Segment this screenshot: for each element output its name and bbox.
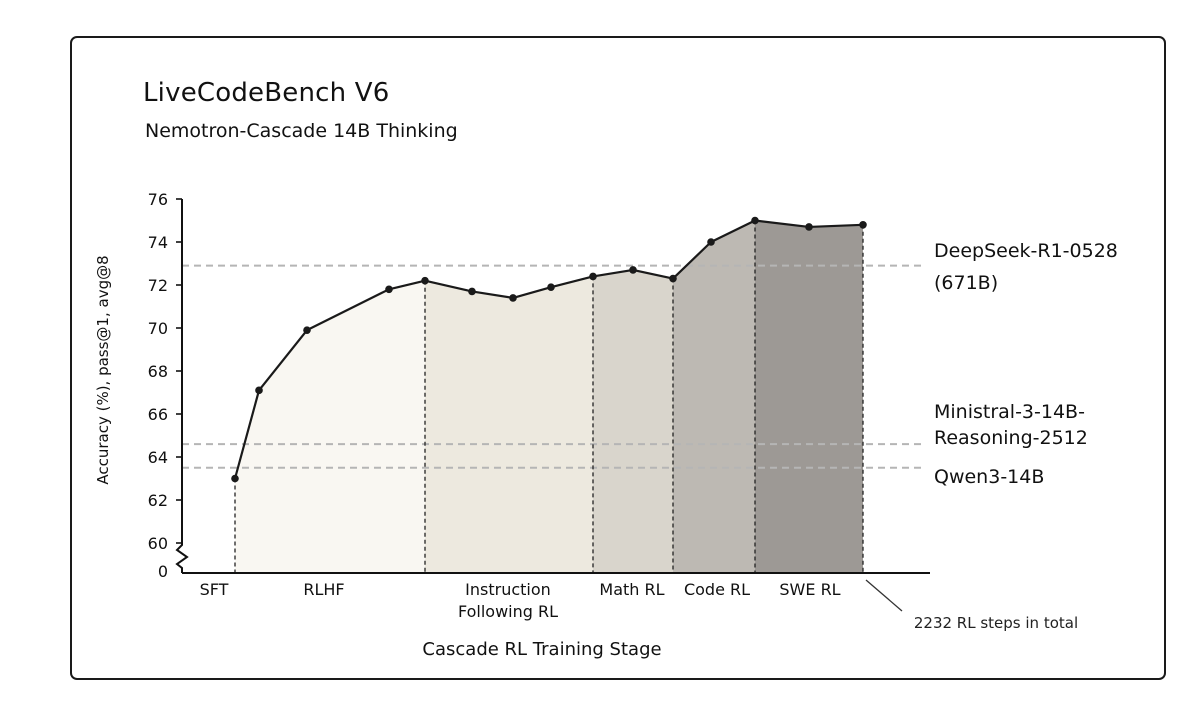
y-tick-label-2: 72 — [148, 276, 168, 295]
data-point-13 — [805, 223, 813, 231]
data-point-5 — [468, 287, 476, 296]
y-axis-title: Accuracy (%), pass@1, avg@8 — [94, 255, 112, 484]
y-tick-label-8: 60 — [148, 534, 168, 553]
data-point-6 — [509, 294, 517, 302]
annotation-text: 2232 RL steps in total — [914, 614, 1078, 632]
stage-label-1-0: RLHF — [303, 580, 344, 599]
reference-label-1-0: Ministral-3-14B- — [934, 401, 1085, 423]
data-point-0 — [231, 474, 239, 483]
data-point-1 — [255, 386, 263, 395]
y-tick-label-0: 76 — [148, 190, 168, 209]
reference-label-0-0: DeepSeek-R1-0528 — [934, 240, 1118, 262]
data-point-2 — [303, 326, 311, 334]
stage-area-5 — [755, 220, 863, 573]
stage-label-3-0: Math RL — [599, 580, 664, 599]
data-point-7 — [547, 283, 555, 291]
stage-area-4 — [673, 220, 755, 573]
reference-label-2-0: Qwen3-14B — [934, 466, 1044, 488]
chart-title: LiveCodeBench V6 — [143, 78, 390, 108]
y-tick-label-9: 0 — [158, 562, 168, 581]
stage-label-2-1: Following RL — [458, 602, 558, 621]
chart-subtitle: Nemotron-Cascade 14B Thinking — [145, 120, 458, 142]
stage-label-4-0: Code RL — [684, 580, 750, 599]
data-point-3 — [385, 285, 393, 294]
y-tick-label-4: 68 — [148, 362, 168, 381]
annotation-leader — [865, 579, 903, 612]
data-point-10 — [669, 274, 677, 283]
y-tick-label-3: 70 — [148, 319, 168, 338]
stage-area-2 — [425, 276, 593, 573]
stage-label-2-0: Instruction — [465, 580, 551, 599]
stage-label-0-0: SFT — [200, 580, 229, 599]
data-point-8 — [589, 272, 597, 281]
data-point-4 — [421, 276, 429, 285]
data-point-12 — [751, 216, 759, 225]
y-axis — [175, 199, 189, 573]
stage-label-5-0: SWE RL — [779, 580, 840, 599]
data-point-14 — [859, 221, 867, 229]
stage-area-1 — [235, 280, 425, 573]
data-point-9 — [629, 266, 637, 274]
y-tick-label-1: 74 — [148, 233, 168, 252]
stage-area-3 — [593, 269, 673, 573]
reference-label-1-1: Reasoning-2512 — [934, 427, 1088, 449]
y-tick-label-7: 62 — [148, 491, 168, 510]
y-tick-label-5: 66 — [148, 405, 168, 424]
data-point-11 — [707, 238, 715, 246]
x-axis-title: Cascade RL Training Stage — [422, 639, 661, 660]
y-tick-label-6: 64 — [148, 448, 168, 467]
reference-label-0-1: (671B) — [934, 272, 998, 294]
